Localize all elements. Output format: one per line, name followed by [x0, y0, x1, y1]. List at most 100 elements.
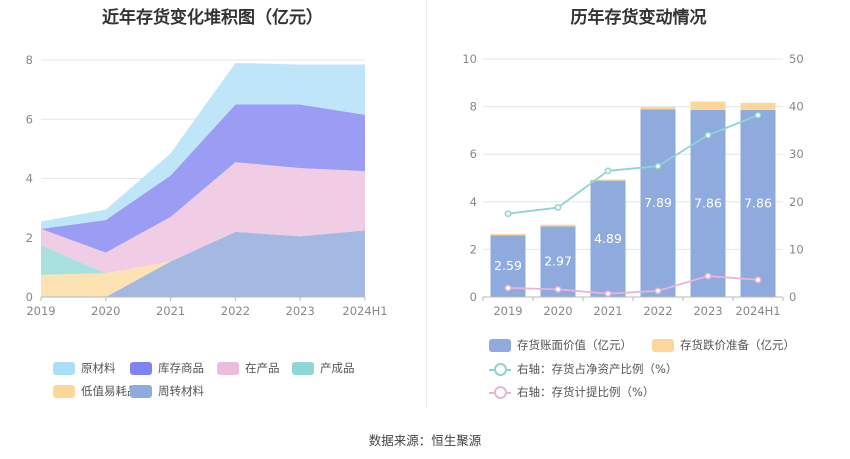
- bar-impairment: [540, 224, 576, 227]
- x-tick-label: 2024H1: [735, 304, 780, 318]
- line-point: [504, 210, 512, 218]
- line-point: [604, 290, 612, 298]
- legend-swatch: [53, 361, 75, 375]
- line-point: [604, 167, 612, 175]
- y2-tick-label: 20: [789, 195, 804, 209]
- legend-label: 右轴：存货占净资产比例（%）: [517, 362, 678, 376]
- x-tick-label: 2019: [493, 304, 522, 318]
- area-周转材料: [41, 230, 365, 297]
- line-point: [704, 131, 712, 139]
- legend-item[interactable]: 原材料: [53, 360, 116, 376]
- line-point: [554, 204, 562, 211]
- bar-book-value: [640, 109, 676, 297]
- line-point: [504, 284, 512, 292]
- area-低值易耗品: [41, 230, 365, 297]
- legend-swatch: [53, 384, 75, 398]
- line-point: [654, 287, 662, 295]
- stacked-area-chart: 0 2 4 6 8 2019 2020 2021 2022 2023 2024H1: [26, 53, 388, 318]
- legend-label: 周转材料: [158, 384, 204, 398]
- y2-tick-label: 40: [789, 100, 804, 114]
- line-point: [654, 162, 662, 170]
- y-tick-label: 2: [470, 242, 477, 256]
- line-point: [704, 272, 712, 280]
- x-tick-label: 2022: [221, 304, 250, 318]
- right-chart-title: 历年存货变动情况: [570, 8, 707, 28]
- left-chart-title: 近年存货变化堆积图（亿元）: [102, 8, 323, 28]
- y-tick-label: 6: [470, 147, 477, 161]
- bar-value-label: 4.89: [594, 231, 622, 246]
- y2-tick-label: 0: [789, 290, 796, 304]
- legend-label: 产成品: [320, 361, 355, 375]
- y-tick-label: 4: [26, 172, 33, 186]
- legend-item[interactable]: 周转材料: [130, 383, 204, 399]
- legend-swatch: [292, 361, 314, 375]
- y-tick-label: 8: [470, 100, 477, 114]
- bar-impairment: [740, 102, 776, 110]
- legend-label: 原材料: [81, 361, 116, 375]
- bar-impairment: [590, 179, 626, 181]
- bar-value-label: 7.89: [644, 195, 672, 210]
- bar-book-value: [690, 109, 726, 297]
- legend-item[interactable]: 产成品: [292, 360, 355, 376]
- legend-label: 低值易耗品: [81, 384, 139, 398]
- x-tick-label: 2020: [91, 304, 120, 318]
- line-右轴：存货计提比例（%）: [507, 275, 759, 295]
- legend-item[interactable]: 右轴：存货计提比例（%）: [489, 384, 654, 400]
- line-右轴：存货占净资产比例（%）: [507, 114, 759, 215]
- legend-item[interactable]: 在产品: [217, 360, 280, 376]
- bar-value-label: 7.86: [694, 195, 722, 210]
- x-tick-label: 2023: [286, 304, 315, 318]
- bar-impairment: [640, 106, 676, 110]
- legend-item[interactable]: 低值易耗品: [53, 383, 139, 399]
- legend-item[interactable]: 库存商品: [130, 360, 204, 376]
- legend-swatch: [489, 362, 511, 376]
- bar-book-value: [590, 180, 626, 297]
- y-tick-label: 6: [26, 112, 33, 126]
- y-tick-label: 0: [470, 290, 477, 304]
- area-在产品: [41, 162, 365, 274]
- y2-tick-label: 30: [789, 147, 804, 161]
- line-point: [554, 286, 562, 293]
- legend-swatch: [130, 384, 152, 398]
- legend-item[interactable]: 右轴：存货占净资产比例（%）: [489, 361, 677, 377]
- y-tick-label: 8: [26, 53, 33, 67]
- line-point: [754, 111, 762, 119]
- bar-value-label: 2.59: [494, 258, 522, 273]
- y-tick-label: 2: [26, 231, 33, 245]
- area-库存商品: [41, 104, 365, 253]
- y2-tick-label: 50: [789, 52, 804, 66]
- bar-impairment: [490, 233, 526, 236]
- inventory-bar-line-chart: 0 2 4 6 8 10 0 10 20 30 40 50 2.59 2.97 4.89 7.89 7.86 7.…: [462, 52, 804, 318]
- bar-book-value: [740, 109, 776, 297]
- legend-item[interactable]: 存货跌价准备（亿元）: [652, 337, 795, 353]
- y2-tick-label: 10: [789, 242, 804, 256]
- area-原材料: [41, 62, 365, 229]
- bar-value-label: 7.86: [744, 195, 772, 210]
- legend-swatch: [130, 361, 152, 375]
- x-tick-label: 2020: [543, 304, 572, 318]
- x-tick-label: 2021: [593, 304, 622, 318]
- y-tick-label: 0: [26, 290, 33, 304]
- bar-book-value: [540, 226, 576, 297]
- inventory-change-panel: 历年存货变动情况 0 2 4 6 8 10 0 10 20 30 40 50 2.59 2.97 4.89 7…: [427, 0, 850, 420]
- legend-swatch: [489, 385, 511, 399]
- bar-impairment: [690, 101, 726, 110]
- legend-swatch: [489, 338, 511, 352]
- line-point: [754, 276, 762, 284]
- left-legend: 原材料 库存商品 在产品 产成品低值易耗品 周转材料: [0, 0, 425, 420]
- legend-label: 在产品: [245, 361, 280, 375]
- panel-divider: [426, 0, 427, 408]
- bar-value-label: 2.97: [544, 254, 572, 269]
- legend-label: 存货跌价准备（亿元）: [680, 338, 795, 352]
- y-tick-label: 10: [462, 52, 477, 66]
- legend-label: 库存商品: [158, 361, 204, 375]
- legend-label: 右轴：存货计提比例（%）: [517, 385, 655, 399]
- legend-item[interactable]: 存货账面价值（亿元）: [489, 337, 632, 353]
- legend-label: 存货账面价值（亿元）: [517, 338, 632, 352]
- inventory-stacked-area-panel: 近年存货变化堆积图（亿元） 0 2 4 6 8 2019 2020 2021 2022 2023 2…: [0, 0, 425, 420]
- area-产成品: [41, 230, 365, 275]
- y-tick-label: 4: [470, 195, 477, 209]
- legend-swatch: [217, 361, 239, 375]
- x-tick-label: 2022: [643, 304, 672, 318]
- data-source-note: 数据来源：恒生聚源: [368, 433, 482, 448]
